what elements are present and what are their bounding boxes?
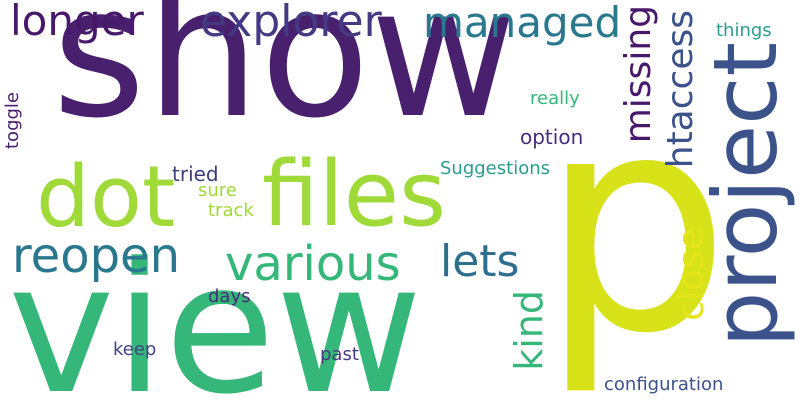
word-longer: longer: [10, 0, 144, 45]
word-show: show: [52, 0, 518, 158]
word-close: close: [671, 228, 712, 321]
word-keep: keep: [113, 339, 157, 360]
word-reopen: reopen: [12, 228, 180, 284]
word-various: various: [225, 236, 401, 292]
word-kind: kind: [507, 290, 551, 371]
word-htaccess: htaccess: [660, 10, 701, 169]
word-p: p: [540, 50, 731, 399]
word-past: past: [320, 344, 359, 365]
word-tried: tried: [172, 162, 219, 186]
word-dot: dot: [36, 148, 176, 247]
word-view: view: [8, 225, 423, 400]
word-toggle: toggle: [2, 92, 23, 149]
word-missing: missing: [618, 5, 659, 144]
word-managed: managed: [423, 0, 622, 47]
word-suggestions: Suggestions: [440, 158, 550, 179]
word-sure: sure: [198, 180, 237, 201]
word-really: really: [530, 88, 580, 109]
word-option: option: [520, 125, 584, 149]
word-track: track: [208, 200, 254, 221]
word-days: days: [208, 286, 251, 307]
word-things: things: [716, 20, 772, 41]
word-configuration: configuration: [604, 374, 724, 395]
word-explorer: explorer: [200, 0, 382, 47]
word-files: files: [262, 142, 446, 247]
word-project: project: [694, 42, 797, 348]
word-lets: lets: [440, 236, 520, 287]
